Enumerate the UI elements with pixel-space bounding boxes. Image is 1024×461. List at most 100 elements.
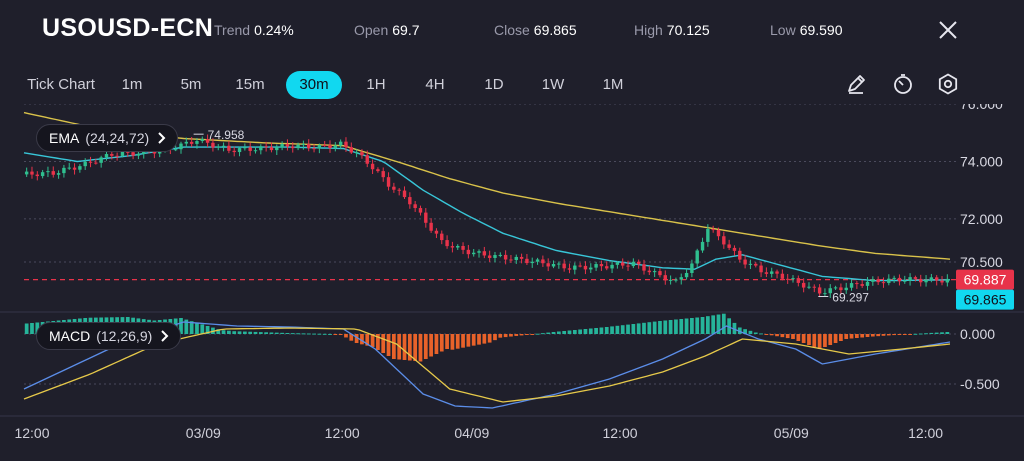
candle-body	[551, 264, 556, 267]
candle-body	[855, 283, 859, 285]
macd-histogram-bar	[817, 334, 822, 349]
tab-tick-chart[interactable]: Tick Chart	[27, 76, 95, 93]
tab-5m[interactable]: 5m	[180, 76, 202, 93]
candle-body	[812, 286, 816, 288]
candle-body	[594, 264, 598, 268]
macd-histogram-bar	[748, 330, 753, 334]
macd-histogram-bar	[482, 334, 487, 344]
macd-histogram-bar	[727, 318, 732, 334]
low-label: Low	[770, 22, 796, 38]
candle-body	[466, 249, 471, 255]
candle-body	[51, 171, 55, 175]
candle-body	[658, 271, 662, 276]
macd-histogram-bar	[642, 322, 646, 334]
macd-histogram-bar	[535, 333, 540, 335]
ema-indicator-pill[interactable]: EMA (24,24,72)	[36, 124, 179, 152]
macd-histogram-bar	[344, 334, 348, 338]
candle-body	[695, 250, 699, 264]
macd-histogram-bar	[514, 334, 519, 336]
macd-histogram-bar	[189, 321, 194, 334]
candle-body	[30, 171, 34, 175]
candle-body	[392, 186, 396, 190]
macd-histogram-bar	[546, 332, 551, 334]
candle-body	[381, 171, 385, 178]
candle-body	[312, 148, 316, 150]
macd-histogram-bar	[801, 334, 806, 343]
macd-histogram-bar	[647, 322, 652, 334]
close-price-tag: 69.865	[964, 292, 1007, 308]
ema-long-layer	[23, 111, 951, 260]
candle-body	[599, 264, 604, 267]
macd-histogram-bar	[780, 334, 785, 338]
candle-body	[525, 258, 529, 264]
macd-indicator-name: MACD	[49, 328, 91, 344]
macd-histogram-bar	[711, 315, 716, 334]
price-chart[interactable]: 76.000 74.000 72.000 70.500 0.000 -0.500 12:00…	[0, 96, 1024, 456]
candle-body	[605, 266, 609, 269]
close-icon[interactable]	[936, 18, 960, 42]
candle-body	[189, 141, 194, 144]
candle-body	[785, 278, 790, 280]
macd-indicator-params: (12,26,9)	[96, 328, 153, 344]
candle-body	[482, 251, 487, 256]
macd-histogram-bar	[354, 334, 359, 343]
macd-histogram-bar	[594, 328, 598, 334]
candle-body	[413, 204, 417, 209]
macd-histogram-bar	[290, 333, 295, 335]
candle-body	[440, 233, 444, 241]
candle-body	[684, 272, 689, 278]
tab-1w[interactable]: 1W	[541, 76, 565, 93]
candle-body	[376, 169, 380, 172]
candle-body	[253, 150, 258, 152]
candle-body	[615, 262, 620, 265]
macd-histogram-bar	[881, 334, 886, 336]
macd-histogram-bar	[376, 334, 380, 350]
macd-histogram-bar	[759, 333, 763, 335]
candles-layer	[24, 134, 950, 298]
candle-body	[775, 271, 779, 274]
tab-1m[interactable]: 1m	[121, 76, 143, 93]
macd-histogram-bar	[833, 334, 838, 343]
macd-histogram-bar	[610, 326, 614, 334]
tab-1m-month[interactable]: 1M	[602, 76, 624, 93]
macd-indicator-pill[interactable]: MACD (12,26,9)	[36, 322, 182, 350]
candle-body	[429, 222, 433, 231]
candle-body	[610, 264, 614, 269]
settings-icon[interactable]	[936, 72, 960, 96]
candle-body	[237, 148, 242, 153]
macd-histogram-bar	[615, 325, 620, 334]
candle-body	[589, 267, 593, 270]
candle-body	[35, 174, 40, 177]
candle-body	[40, 172, 45, 177]
tab-15m[interactable]: 15m	[235, 76, 265, 93]
draw-icon[interactable]	[844, 72, 868, 96]
candle-body	[88, 161, 93, 163]
candle-body	[227, 145, 231, 151]
macd-histogram-bar	[775, 334, 779, 337]
macd-histogram-bar	[604, 327, 609, 334]
macd-histogram-bar	[381, 334, 386, 353]
tab-1h[interactable]: 1H	[366, 76, 386, 93]
high-annotation-label: 74.958	[208, 128, 245, 142]
candle-body	[503, 254, 508, 260]
macd-histogram-bar	[705, 316, 710, 334]
macd-histogram-bar	[296, 333, 300, 335]
macd-histogram-bar	[232, 331, 237, 334]
timer-icon[interactable]	[891, 72, 915, 96]
ema-indicator-name: EMA	[49, 130, 80, 146]
tab-4h[interactable]: 4H	[425, 76, 445, 93]
macd-histogram-bar	[567, 330, 572, 334]
candle-body	[583, 265, 588, 270]
chart-canvas[interactable]: 76.000 74.000 72.000 70.500 0.000 -0.500 12:00…	[0, 96, 1024, 456]
chevron-right-icon	[158, 132, 166, 144]
candle-body	[770, 271, 774, 274]
candle-body	[136, 153, 141, 156]
macd-histogram-bar	[828, 334, 833, 345]
candle-body	[67, 167, 71, 169]
candle-body	[445, 240, 449, 247]
low-stat: Low 69.590	[770, 22, 843, 38]
tab-30m[interactable]: 30m	[286, 71, 342, 99]
candle-body	[211, 142, 215, 148]
tab-1d[interactable]: 1D	[484, 76, 504, 93]
candle-body	[291, 146, 295, 149]
